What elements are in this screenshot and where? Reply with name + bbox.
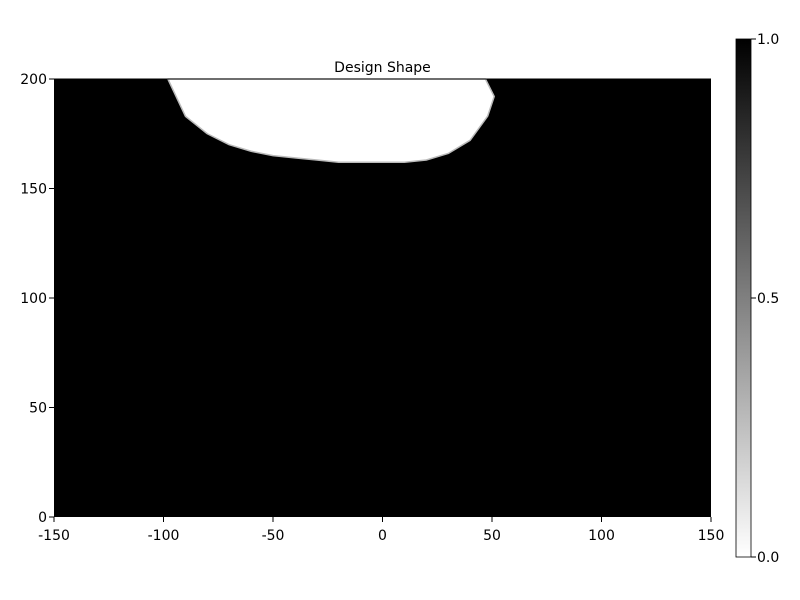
x-tick-label: 0 [378,528,387,544]
colorbar-tick-label: 1.0 [757,32,779,48]
colorbar-ticks: 0.0 0.5 1.0 [751,32,779,566]
x-tick-label: 100 [588,528,615,544]
y-tick-label: 150 [20,182,47,198]
x-axis: -150 -100 -50 0 50 100 150 [38,517,724,544]
chart-title: Design Shape [334,60,431,76]
x-tick-label: 50 [483,528,501,544]
x-tick-label: 150 [698,528,725,544]
colorbar-tick-label: 0.0 [757,550,779,566]
plot-area [54,78,711,517]
design-shape-region [167,78,495,163]
y-tick-label: 50 [29,401,47,417]
y-tick-label: 100 [20,291,47,307]
colorbar-gradient [735,38,752,558]
y-tick-label: 200 [20,72,47,88]
y-tick-label: 0 [38,510,47,526]
y-axis: 0 50 100 150 200 [20,72,54,526]
x-tick-label: -100 [148,528,180,544]
colorbar: 0.0 0.5 1.0 [735,32,779,566]
colorbar-tick-label: 0.5 [757,291,779,307]
x-tick-label: -150 [38,528,70,544]
x-tick-label: -50 [262,528,285,544]
